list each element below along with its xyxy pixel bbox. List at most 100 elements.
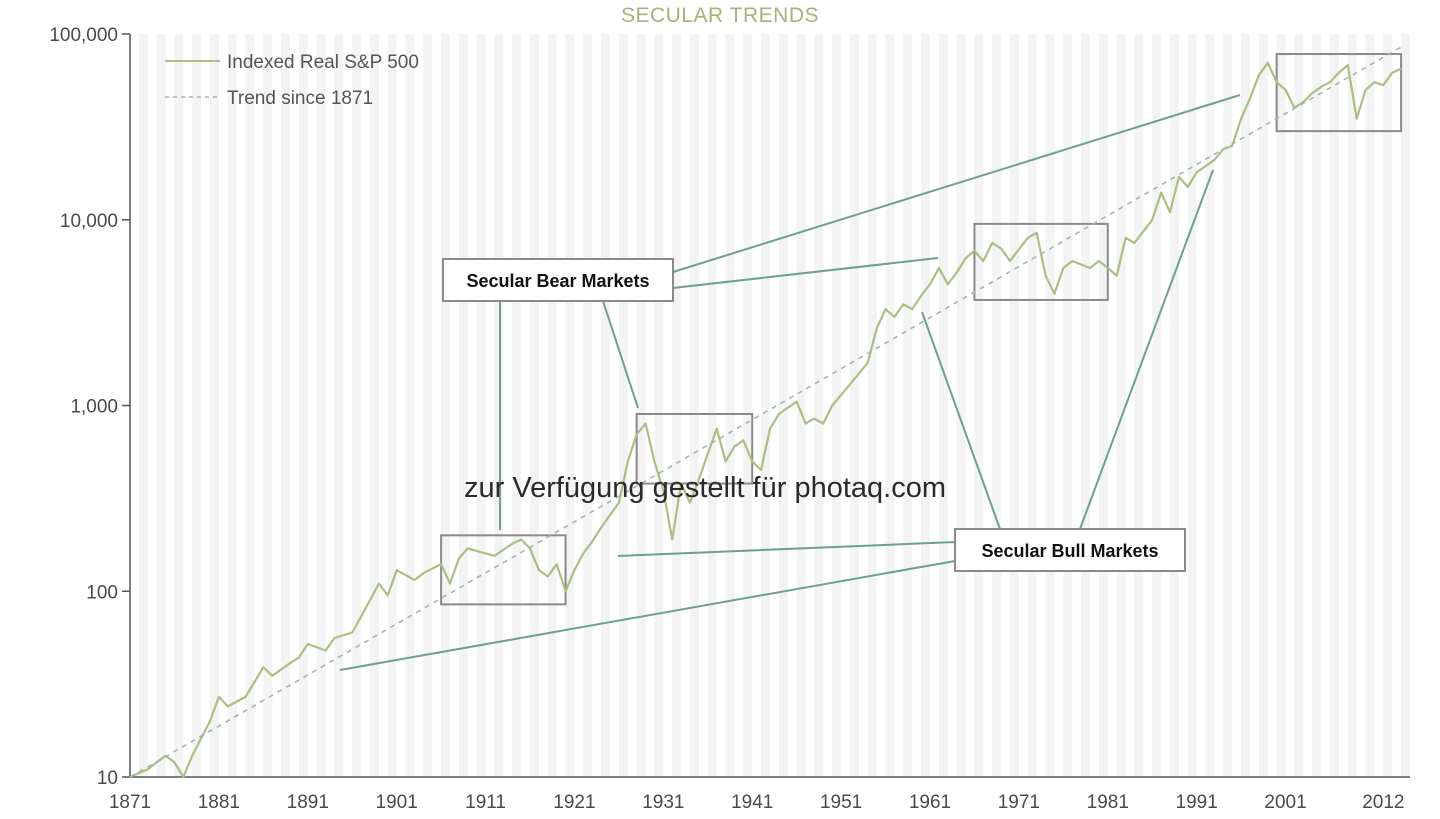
background-band <box>850 34 859 777</box>
background-band <box>1098 34 1108 777</box>
x-tick-label: 2012 <box>1362 792 1404 813</box>
background-band <box>512 34 522 777</box>
y-tick-label: 10 <box>97 768 118 789</box>
x-tick-label: 1901 <box>376 792 418 813</box>
background-band <box>583 34 593 777</box>
callout-leader-line <box>617 541 956 557</box>
background-band <box>441 34 450 777</box>
background-band <box>1330 34 1339 777</box>
bull-markets-label-box <box>954 528 1186 572</box>
background-band <box>405 34 415 777</box>
background-band <box>1170 34 1179 777</box>
background-band <box>1027 34 1037 777</box>
background-band <box>725 34 735 777</box>
x-tick-label: 1981 <box>1087 792 1129 813</box>
trend-line <box>129 46 1402 778</box>
background-band <box>565 34 575 777</box>
background-band <box>1383 34 1393 777</box>
background-band <box>281 34 290 777</box>
bear-market-box <box>635 412 754 485</box>
background-band <box>245 34 255 777</box>
x-tick-label: 2001 <box>1264 792 1306 813</box>
x-tick-label: 1911 <box>465 792 506 813</box>
background-band <box>1081 34 1090 777</box>
y-axis: 10 100 1,000 10,000 100,000 <box>49 25 131 789</box>
background-band <box>778 34 788 777</box>
background-band <box>1063 34 1073 777</box>
background-band <box>921 34 930 777</box>
background-band <box>1241 34 1250 777</box>
background-band <box>956 34 966 777</box>
background-band <box>156 34 166 777</box>
bear-market-box <box>440 534 567 606</box>
bear-markets-label: Secular Bear Markets <box>466 271 649 291</box>
legend-label-real-sp500: Indexed Real S&P 500 <box>227 52 419 73</box>
background-band <box>1010 34 1019 777</box>
bear-market-box <box>973 222 1109 301</box>
background-band <box>423 34 433 777</box>
background-band <box>1134 34 1144 777</box>
y-tick-label: 10,000 <box>60 211 118 232</box>
background-band <box>992 34 1002 777</box>
x-tick-label: 1891 <box>287 792 329 813</box>
x-tick-label: 1971 <box>998 792 1040 813</box>
bear-markets-label-box <box>442 258 674 302</box>
background-band <box>298 34 308 777</box>
x-tick-label: 1991 <box>1176 792 1218 813</box>
x-tick-label: 1931 <box>642 792 684 813</box>
bear-market-box <box>1275 53 1403 133</box>
background-band <box>1365 34 1375 777</box>
bull-markets-callout: Secular Bull Markets <box>954 528 1186 572</box>
background-band <box>1276 34 1286 777</box>
x-tick-label: 1961 <box>909 792 951 813</box>
callout-leader-line <box>672 94 1241 273</box>
background-band <box>263 34 273 777</box>
watermark-text: zur Verfügung gestellt für photaq.com <box>464 472 946 504</box>
legend-label-trend: Trend since 1871 <box>227 88 373 109</box>
background-band <box>174 34 184 777</box>
background-band <box>1294 34 1304 777</box>
background-band <box>814 34 824 777</box>
background-band <box>1045 34 1055 777</box>
background-band <box>654 34 664 777</box>
x-axis: 1871 1881 1891 1901 1911 1921 1931 1941 1951 1961… <box>109 776 1410 813</box>
background-band <box>636 34 646 777</box>
background-band <box>796 34 806 777</box>
background-band <box>227 34 237 777</box>
background-band <box>743 34 753 777</box>
background-band <box>832 34 842 777</box>
background-band <box>938 34 948 777</box>
x-tick-label: 1871 <box>109 792 151 813</box>
background-band <box>494 34 504 777</box>
background-band <box>1258 34 1268 777</box>
bull-markets-label: Secular Bull Markets <box>981 541 1158 561</box>
background-band <box>458 34 468 777</box>
background-band <box>1223 34 1233 777</box>
background-band <box>672 34 682 777</box>
background-bands <box>138 34 1410 777</box>
x-tick-label: 1881 <box>198 792 240 813</box>
callout-leader-line <box>1079 169 1214 530</box>
background-band <box>1152 34 1162 777</box>
background-band <box>1312 34 1322 777</box>
background-band <box>903 34 913 777</box>
real-sp500-line <box>129 61 1402 779</box>
x-tick-label: 1941 <box>731 792 773 813</box>
bear-markets-callout: Secular Bear Markets <box>442 258 674 302</box>
chart-title: SECULAR TRENDS <box>621 4 819 27</box>
background-band <box>192 34 202 777</box>
background-band <box>352 34 362 777</box>
background-band <box>138 34 148 777</box>
background-band <box>387 34 397 777</box>
background-band <box>761 34 770 777</box>
y-tick-label: 1,000 <box>70 397 118 418</box>
background-band <box>210 34 219 777</box>
y-tick-label: 100,000 <box>49 25 118 46</box>
background-band <box>618 34 628 777</box>
y-tick-label: 100 <box>86 582 118 603</box>
background-band <box>1116 34 1126 777</box>
background-band <box>1187 34 1197 777</box>
background-band <box>476 34 486 777</box>
x-tick-label: 1921 <box>553 792 595 813</box>
